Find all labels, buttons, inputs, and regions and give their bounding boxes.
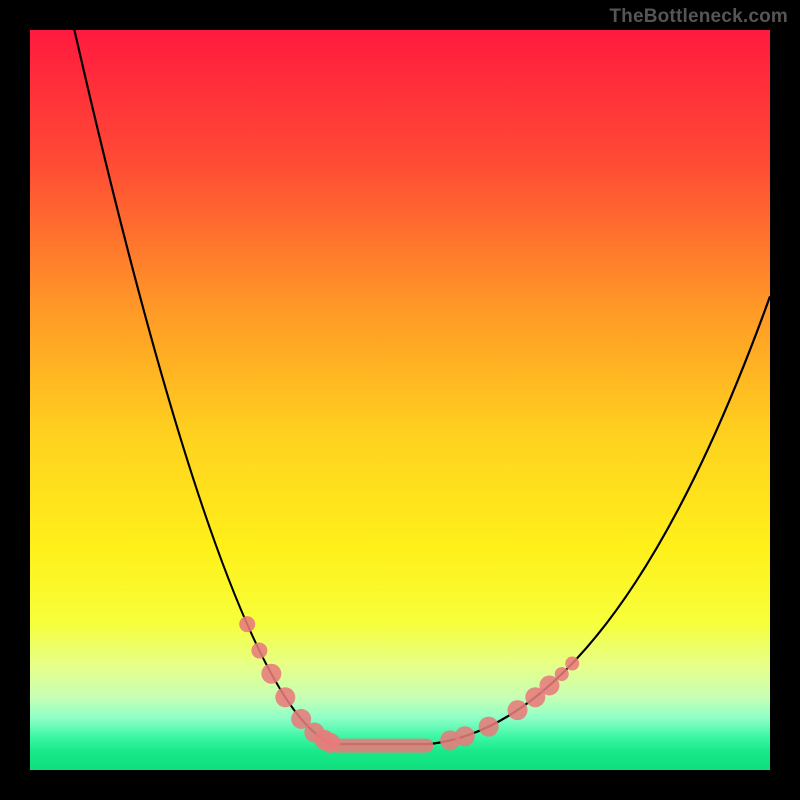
curve-dot bbox=[251, 643, 267, 659]
curve-dot bbox=[555, 667, 569, 681]
curve-dot bbox=[239, 616, 255, 632]
curve-dot bbox=[508, 700, 528, 720]
bottleneck-curve-chart bbox=[30, 30, 770, 770]
curve-dot bbox=[261, 664, 281, 684]
curve-flat-marker bbox=[330, 739, 434, 753]
curve-dot bbox=[275, 687, 295, 707]
curve-dot bbox=[455, 726, 475, 746]
chart-frame: TheBottleneck.com bbox=[0, 0, 800, 800]
plot-area bbox=[30, 30, 770, 770]
curve-dot bbox=[479, 717, 499, 737]
watermark-text: TheBottleneck.com bbox=[609, 6, 788, 28]
gradient-background bbox=[30, 30, 770, 770]
curve-dot bbox=[565, 657, 579, 671]
